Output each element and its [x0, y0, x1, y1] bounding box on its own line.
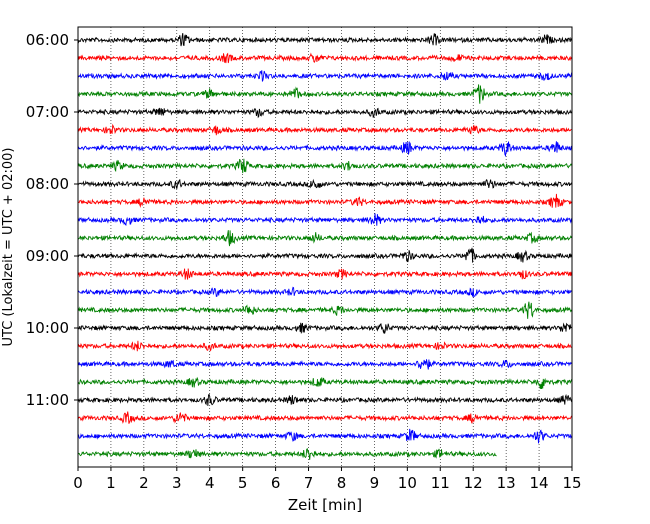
x-tick-label: 10 — [398, 474, 417, 492]
y-tick-label: 10:00 — [26, 319, 69, 337]
seismic-trace — [77, 158, 573, 174]
seismic-trace — [77, 286, 573, 298]
seismic-trace — [77, 376, 573, 390]
x-tick-label: 4 — [205, 474, 215, 492]
seismic-trace — [77, 107, 573, 119]
seismic-trace — [77, 301, 573, 319]
y-axis-ticks: 06:00 07:00 08:00 09:00 10:00 11:00 — [26, 31, 78, 409]
traces — [77, 33, 573, 460]
x-tick-label: 15 — [562, 474, 581, 492]
seismic-trace — [77, 52, 573, 64]
seismic-trace — [77, 322, 573, 334]
seismic-trace — [77, 340, 573, 352]
seismic-trace — [77, 448, 497, 460]
x-tick-label: 5 — [238, 474, 248, 492]
x-axis-label: Zeit [min] — [288, 496, 362, 514]
y-tick-label: 07:00 — [26, 103, 69, 121]
x-tick-label: 9 — [370, 474, 380, 492]
x-tick-label: 6 — [271, 474, 281, 492]
seismic-trace — [77, 178, 573, 190]
x-tick-label: 11 — [431, 474, 450, 492]
grid-lines — [110, 27, 540, 467]
seismic-trace — [77, 428, 573, 444]
x-tick-label: 3 — [172, 474, 182, 492]
x-tick-label: 0 — [73, 474, 83, 492]
seismic-trace — [77, 213, 573, 226]
y-tick-label: 08:00 — [26, 175, 69, 193]
seismic-trace — [77, 268, 573, 280]
x-axis-ticks: 0 1 2 3 4 5 6 7 8 9 10 11 12 13 14 15 — [73, 467, 582, 492]
seismic-trace — [77, 359, 573, 370]
y-tick-label: 06:00 — [26, 31, 69, 49]
x-tick-label: 7 — [304, 474, 314, 492]
seismic-trace — [77, 230, 572, 247]
seismic-trace — [77, 123, 573, 136]
x-tick-label: 14 — [530, 474, 549, 492]
seismic-trace — [77, 33, 573, 47]
x-tick-label: 1 — [106, 474, 116, 492]
x-tick-label: 2 — [139, 474, 149, 492]
x-tick-label: 13 — [497, 474, 516, 492]
seismic-trace — [77, 393, 573, 406]
seismic-trace — [77, 140, 573, 158]
seismic-trace — [77, 193, 573, 208]
seismic-trace — [77, 84, 573, 104]
seismic-trace — [77, 247, 573, 263]
x-tick-label: 12 — [464, 474, 483, 492]
seismic-trace — [77, 70, 573, 82]
plot-frame — [77, 26, 573, 468]
seismic-trace — [77, 411, 573, 424]
y-tick-label: 11:00 — [26, 391, 69, 409]
y-axis-label: UTC (Lokalzeit = UTC + 02:00) — [1, 148, 16, 347]
y-tick-label: 09:00 — [26, 247, 69, 265]
x-tick-label: 8 — [337, 474, 347, 492]
